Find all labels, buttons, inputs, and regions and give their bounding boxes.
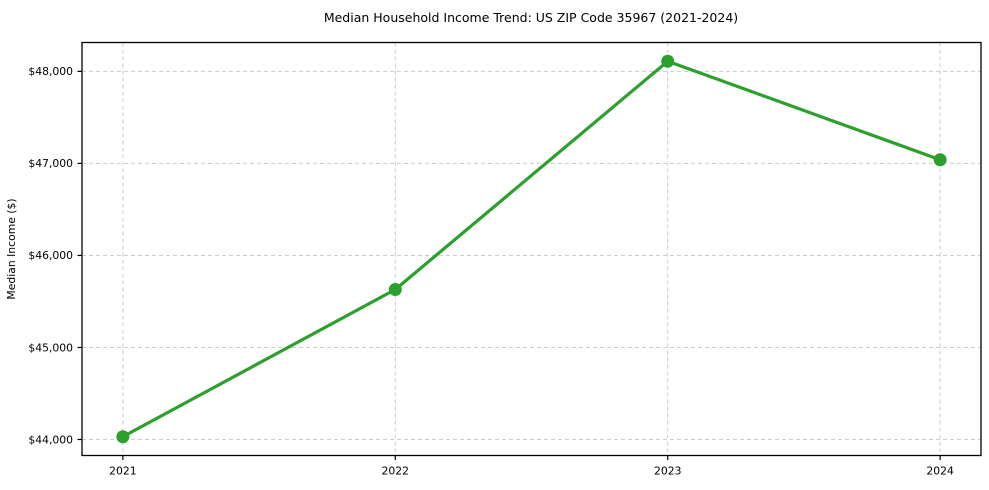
axes-ticks-layer: $44,000 $45,000 $46,000 $47,000 $48,000 2021 2… [28,65,954,477]
y-tick-label: $48,000 [28,65,73,78]
x-tick-label: 2021 [109,465,136,478]
data-point-marker [116,430,130,444]
plot-border-layer [81,41,982,457]
data-point-marker [661,54,675,68]
y-tick-label: $44,000 [28,433,73,446]
data-point-marker [933,153,947,167]
y-tick-label: $47,000 [28,157,73,170]
y-axis-label: Median Income ($) [5,198,18,299]
trend-line [121,59,942,439]
gridlines-layer [82,42,981,456]
x-tick-label: 2022 [382,465,409,478]
x-tick-label: 2024 [926,465,954,478]
y-tick-label: $46,000 [28,249,73,262]
plot-border [81,41,982,457]
y-tick-label: $45,000 [28,341,73,354]
x-tick-label: 2023 [654,465,681,478]
data-point-marker [388,282,402,296]
series-layer [116,54,947,444]
chart-title: Median Household Income Trend: US ZIP Co… [324,10,738,25]
